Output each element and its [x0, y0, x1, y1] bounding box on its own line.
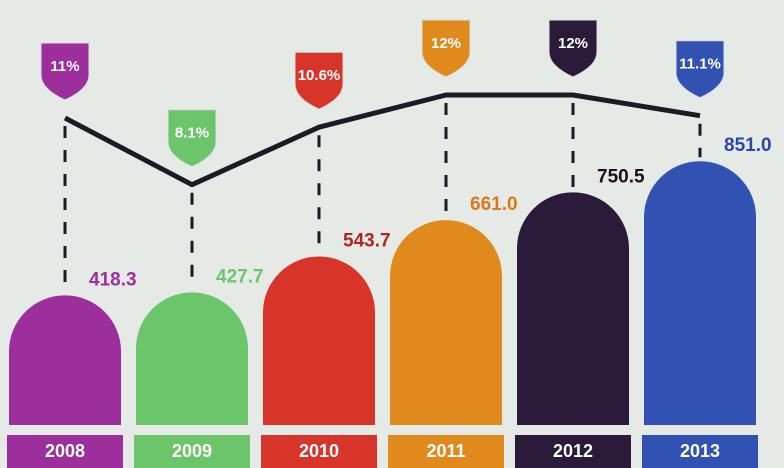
- value-label: 427.7: [216, 266, 264, 287]
- value-label: 661.0: [470, 194, 518, 215]
- x-tick-label: 2013: [680, 441, 720, 461]
- badge: [294, 51, 344, 110]
- value-label: 543.7: [343, 230, 391, 251]
- bar: [390, 220, 502, 425]
- value-label: 851.0: [724, 135, 772, 156]
- bar: [136, 292, 248, 425]
- year-box: [134, 435, 250, 468]
- year-box: [261, 435, 377, 468]
- x-tick-label: 2010: [299, 441, 339, 461]
- badge-label: 12%: [558, 35, 588, 52]
- value-label: 750.5: [597, 166, 645, 187]
- badge-label: 8.1%: [175, 125, 209, 142]
- bar: [263, 256, 375, 425]
- badge: [167, 109, 217, 168]
- badge: [548, 19, 598, 78]
- badge: [40, 42, 90, 101]
- year-box: [388, 435, 504, 468]
- bar: [9, 295, 121, 425]
- year-box: [642, 435, 758, 468]
- badge-label: 11.1%: [679, 56, 721, 73]
- year-box: [7, 435, 123, 468]
- value-label: 418.3: [89, 269, 137, 290]
- x-tick-label: 2009: [172, 441, 212, 461]
- badge-label: 11%: [50, 58, 79, 75]
- badge-label: 10.6%: [298, 67, 341, 84]
- year-box: [515, 435, 631, 468]
- x-tick-label: 2011: [426, 441, 465, 461]
- x-tick-label: 2012: [553, 441, 593, 461]
- badge: [421, 19, 471, 78]
- x-tick-label: 2008: [45, 441, 85, 461]
- badge: [675, 40, 725, 99]
- bar: [644, 161, 757, 426]
- badge-label: 12%: [431, 35, 461, 52]
- growth-line: [63, 92, 701, 188]
- bar: [517, 192, 629, 425]
